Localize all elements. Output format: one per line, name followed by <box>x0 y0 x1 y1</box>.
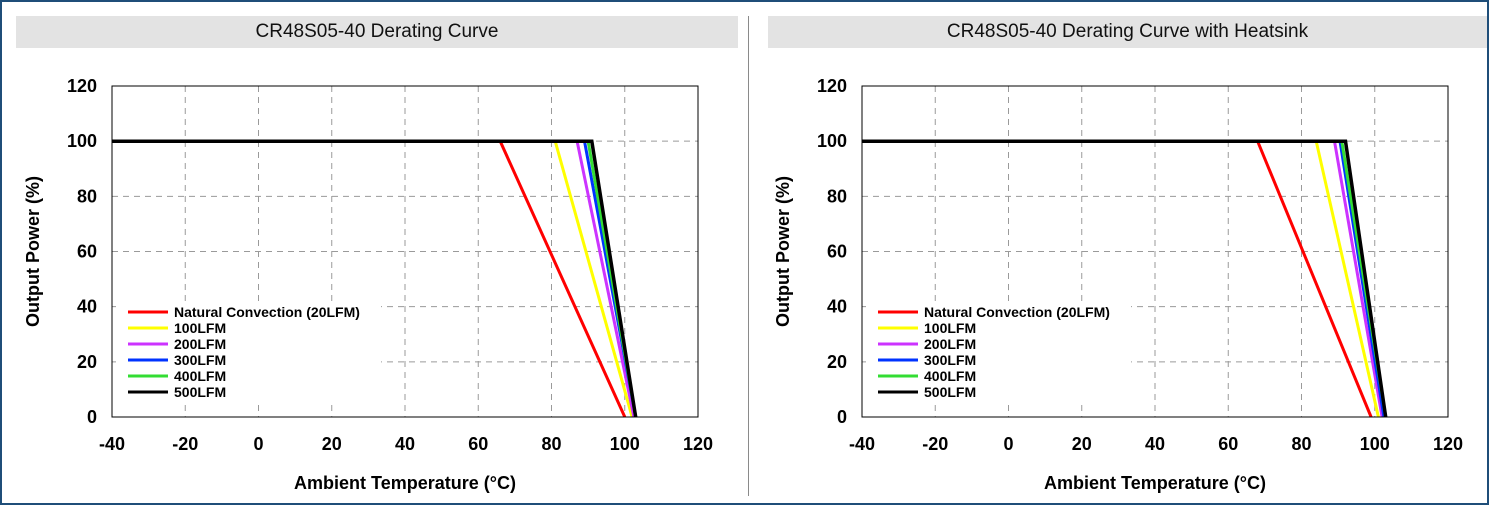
x-tick-label: 80 <box>541 434 561 454</box>
legend-label: 200LFM <box>924 336 976 352</box>
y-tick-label: 0 <box>837 407 847 427</box>
y-tick-label: 120 <box>817 76 847 96</box>
x-tick-label: -40 <box>849 434 875 454</box>
x-axis-label: Ambient Temperature (°C) <box>294 473 516 493</box>
y-tick-label: 40 <box>77 297 97 317</box>
chart-panel-derating-heatsink: CR48S05-40 Derating Curve with Heatsink … <box>754 2 1489 507</box>
x-tick-label: 80 <box>1291 434 1311 454</box>
y-tick-label: 120 <box>67 76 97 96</box>
derating-chart: -40 -20 0 20 40 60 80 100 120 0 20 40 60 80 100 120 Ambi… <box>23 76 713 493</box>
x-tick-label: -20 <box>922 434 948 454</box>
legend-label: 400LFM <box>174 368 226 384</box>
plot-border <box>111 85 699 418</box>
x-tick-label: 0 <box>1003 434 1013 454</box>
x-tick-label: 40 <box>1145 434 1165 454</box>
x-tick-label: 40 <box>395 434 415 454</box>
legend-label: 500LFM <box>174 384 226 400</box>
x-tick-label: 120 <box>1433 434 1463 454</box>
y-tick-label: 20 <box>77 352 97 372</box>
chart-title: CR48S05-40 Derating Curve <box>16 16 738 48</box>
plot-border <box>861 85 1449 418</box>
derating-heatsink-chart: -40 -20 0 20 40 60 80 100 120 0 20 40 60 80 100 120 Ambi… <box>773 76 1463 493</box>
series-line-5 <box>112 139 638 418</box>
y-tick-label: 100 <box>67 131 97 151</box>
legend-label: 400LFM <box>924 368 976 384</box>
series-line-5 <box>862 139 1388 418</box>
legend-label: Natural Convection (20LFM) <box>924 304 1110 320</box>
legend-label: 500LFM <box>924 384 976 400</box>
x-tick-label: 100 <box>610 434 640 454</box>
y-tick-label: 60 <box>827 242 847 262</box>
x-tick-label: 20 <box>1072 434 1092 454</box>
y-tick-label: 100 <box>817 131 847 151</box>
x-tick-label: 120 <box>683 434 713 454</box>
legend-label: 300LFM <box>924 352 976 368</box>
y-axis-label: Output Power (%) <box>773 176 793 327</box>
y-tick-label: 80 <box>77 186 97 206</box>
legend-label: 300LFM <box>174 352 226 368</box>
panel-divider <box>748 16 749 496</box>
y-tick-label: 80 <box>827 186 847 206</box>
y-tick-label: 60 <box>77 242 97 262</box>
x-tick-label: -40 <box>99 434 125 454</box>
legend-label: 100LFM <box>174 320 226 336</box>
legend-background <box>866 302 1131 402</box>
legend-background <box>116 302 381 402</box>
chart-panel-derating: CR48S05-40 Derating Curve -40 -20 0 20 40 60 8… <box>2 2 738 507</box>
x-tick-label: 20 <box>322 434 342 454</box>
chart-title: CR48S05-40 Derating Curve with Heatsink <box>768 16 1487 48</box>
legend-label: 200LFM <box>174 336 226 352</box>
y-tick-label: 0 <box>87 407 97 427</box>
x-tick-label: 60 <box>1218 434 1238 454</box>
legend-label: Natural Convection (20LFM) <box>174 304 360 320</box>
x-tick-label: 0 <box>253 434 263 454</box>
x-tick-label: 100 <box>1360 434 1390 454</box>
y-tick-label: 40 <box>827 297 847 317</box>
legend-label: 100LFM <box>924 320 976 336</box>
x-axis-label: Ambient Temperature (°C) <box>1044 473 1266 493</box>
y-axis-label: Output Power (%) <box>23 176 43 327</box>
x-tick-label: -20 <box>172 434 198 454</box>
x-tick-label: 60 <box>468 434 488 454</box>
y-tick-label: 20 <box>827 352 847 372</box>
